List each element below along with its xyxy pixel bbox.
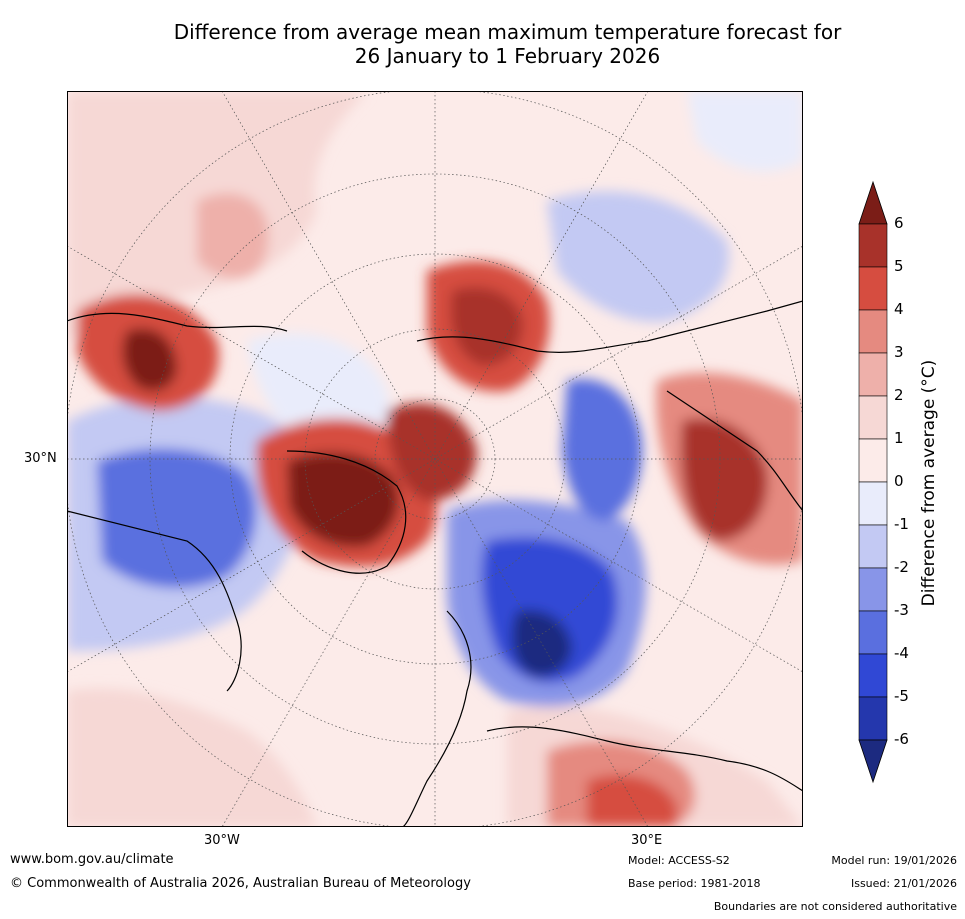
warm-area-greenland-core [287,452,399,547]
cool-area-north-america-core [97,448,257,588]
colorbar-band-3-to-2 [858,352,888,397]
colorbar-band-6-to-5 [858,223,888,268]
colorbar-tick-label: 3 [894,343,904,361]
colorbar-tick-label: 1 [894,429,904,447]
cool-area-siberia [562,379,643,521]
colorbar-extension-top [858,180,888,225]
model-text: Model: ACCESS-S2 [628,854,730,867]
disclaimer-text: Boundaries are not considered authoritat… [713,900,957,913]
colorbar-band--3-to--4 [858,610,888,655]
warm-area-alaska-core [122,328,177,391]
copyright-text: © Commonwealth of Australia 2026, Austra… [10,876,471,891]
colorbar-tick-label: -1 [894,515,909,533]
colorbar-tick-label: 4 [894,300,904,318]
colorbar-band--2-to--3 [858,567,888,612]
cool-area-scandinavia-core [512,610,572,677]
colorbar-band--4-to--5 [858,653,888,698]
title-line-2: 26 January to 1 February 2026 [354,44,661,68]
model-run-text: Model run: 19/01/2026 [831,854,957,867]
website-link[interactable]: www.bom.gov.au/climate [10,852,174,867]
colorbar-tick-label: -6 [894,730,909,748]
cool-area-northeast [547,191,729,322]
coastlines [67,300,803,827]
colorbar-band--5-to--6 [858,696,888,741]
warm-area-central-asia-core [681,418,768,541]
longitude-label-30e: 30°E [631,833,663,848]
colorbar-band-0-to--1 [858,481,888,526]
warm-area-north-atlantic [197,193,269,279]
graticule [67,91,803,827]
colorbar-tick-label: 2 [894,386,904,404]
longitude-label-30w: 30°W [204,833,240,848]
issued-text: Issued: 21/01/2026 [850,877,957,890]
warm-area-east-siberia-core [450,287,523,366]
latitude-label-30n: 30°N [24,451,57,466]
colorbar-band-2-to-1 [858,395,888,440]
map-title: Difference from average mean maximum tem… [0,20,965,68]
title-line-1: Difference from average mean maximum tem… [173,20,842,44]
colorbar-title-text: Difference from average (°C) [919,359,939,607]
colorbar-tick-label: -5 [894,687,909,705]
colorbar-tick-label: -4 [894,644,909,662]
warm-area-southwest [67,688,317,827]
colorbar-tick-label: 5 [894,257,904,275]
warm-area-arctic-center [387,403,477,501]
colorbar-tick-label: 0 [894,472,904,490]
colorbar-tick-label: 6 [894,214,904,232]
warm-area-north-africa [587,775,677,827]
colorbar-band--1-to--2 [858,524,888,569]
temperature-anomaly-map [67,91,803,827]
colorbar-band-5-to-4 [858,266,888,311]
colorbar-tick-label: -2 [894,558,909,576]
map-frame [67,91,803,827]
colorbar-extension-bottom [858,739,888,784]
colorbar-band-4-to-3 [858,309,888,354]
colorbar-tick-label: -3 [894,601,909,619]
colorbar-band-1-to-0 [858,438,888,483]
anomaly-fields [67,91,803,827]
base-period-text: Base period: 1981-2018 [628,877,761,890]
cool-area-east-pacific [687,91,803,172]
